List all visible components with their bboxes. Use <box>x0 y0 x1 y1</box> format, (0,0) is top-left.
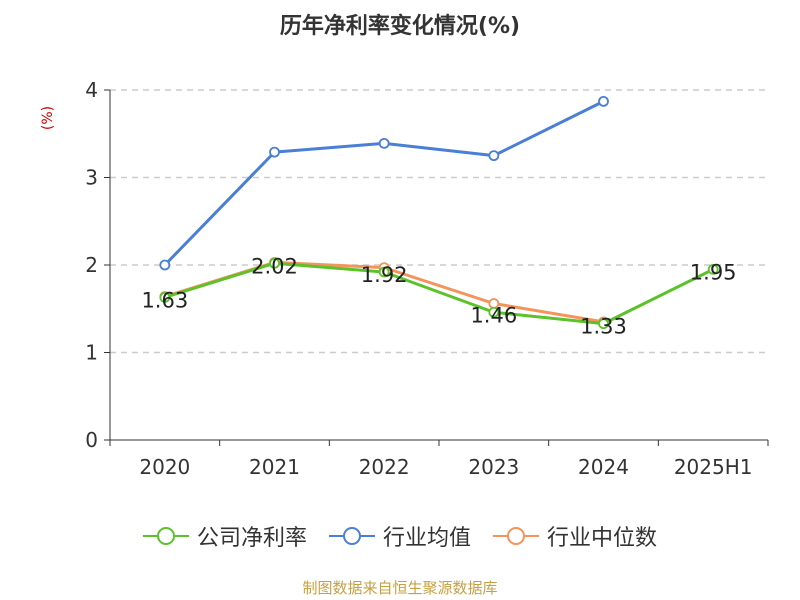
series-1-point-2021 <box>269 146 280 158</box>
series-0-point-2025H1 <box>707 263 719 275</box>
legend-item-industry-avg[interactable]: 行业均值 <box>328 520 471 552</box>
legend-swatch-industry-avg <box>328 527 375 545</box>
legend: 公司净利率 行业均值 行业中位数 <box>0 520 800 552</box>
x-tick-label-2021: 2021 <box>249 455 300 479</box>
series-0-point-2020 <box>159 291 171 303</box>
series-0-point-2024 <box>598 318 609 330</box>
legend-swatch-company <box>142 527 189 545</box>
x-tick-label-2022: 2022 <box>359 455 410 479</box>
y-tick-label-2: 2 <box>85 253 98 277</box>
axes: 0 1 2 3 4 2020 2021 2022 2023 2024 2025H1 <box>85 78 769 479</box>
data-label-2022: 1.92 <box>361 263 408 287</box>
source-note: 制图数据来自恒生聚源数据库 <box>302 579 498 597</box>
series-line-1 <box>163 100 605 267</box>
chart-title: 历年净利率变化情况(%) <box>279 14 521 39</box>
series-0-point-2022 <box>378 266 390 278</box>
legend-item-company[interactable]: 公司净利率 <box>142 520 307 552</box>
y-tick-label-1: 1 <box>85 341 98 365</box>
data-label-2023: 1.46 <box>470 303 517 327</box>
x-tick-label-2025H1: 2025H1 <box>674 455 753 479</box>
y-tick-label-0: 0 <box>85 428 98 452</box>
x-tick-label-2023: 2023 <box>468 455 519 479</box>
data-label-2024: 1.33 <box>580 315 627 339</box>
x-tick-label-2024: 2024 <box>578 455 629 479</box>
series-0-point-2023 <box>488 306 500 318</box>
data-label-2025H1: 1.95 <box>690 260 737 284</box>
series-1-point-2020 <box>159 259 171 271</box>
legend-swatch-industry-median <box>493 527 539 545</box>
series-0-point-2021 <box>269 257 280 269</box>
y-tick-label-4: 4 <box>85 78 98 102</box>
legend-label-industry-median: 行业中位数 <box>547 526 658 551</box>
series-line-0 <box>164 261 714 326</box>
series-1-point-2024 <box>598 95 609 107</box>
legend-label-industry-avg: 行业均值 <box>382 526 471 551</box>
legend-label-company: 公司净利率 <box>196 526 307 551</box>
x-tick-label-2020: 2020 <box>139 455 190 479</box>
series-lines <box>159 95 719 330</box>
legend-item-industry-median[interactable]: 行业中位数 <box>493 520 657 552</box>
y-tick-label-3: 3 <box>85 166 98 190</box>
data-labels: 1.63 2.02 1.92 1.46 1.33 1.95 <box>141 254 736 338</box>
data-label-2020: 1.63 <box>141 288 188 312</box>
data-label-2021: 2.02 <box>251 254 298 278</box>
series-1-point-2022 <box>378 137 390 149</box>
series-1-point-2023 <box>488 150 500 162</box>
